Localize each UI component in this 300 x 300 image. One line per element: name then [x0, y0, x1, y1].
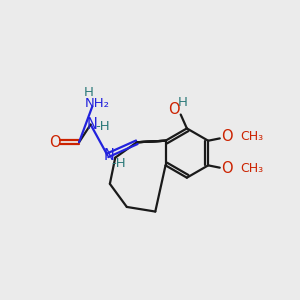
Text: H: H — [84, 86, 94, 100]
Text: H: H — [178, 97, 188, 110]
Text: -H: -H — [111, 157, 126, 169]
Text: CH₃: CH₃ — [241, 162, 264, 175]
Text: -H: -H — [96, 120, 110, 133]
Text: O: O — [50, 135, 61, 150]
Text: NH₂: NH₂ — [84, 97, 109, 110]
Text: CH₃: CH₃ — [241, 130, 264, 143]
Text: O: O — [221, 129, 232, 144]
Text: N: N — [87, 117, 98, 132]
Text: O: O — [221, 161, 232, 176]
Text: O: O — [168, 102, 180, 117]
Text: N: N — [104, 148, 115, 163]
